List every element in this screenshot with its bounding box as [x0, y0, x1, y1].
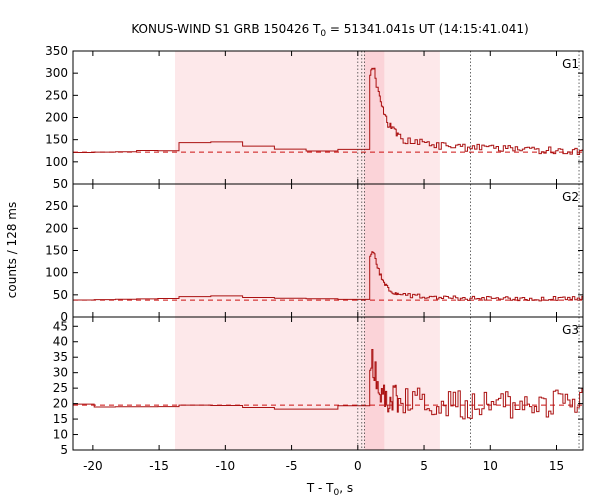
y-tick-label-G3: 5 [60, 443, 68, 457]
y-tick-label-G3: 30 [53, 366, 68, 380]
x-tick-label: -5 [286, 459, 298, 473]
y-tick-label-G2: 200 [45, 221, 68, 235]
x-tick-label: -10 [216, 459, 236, 473]
panel-label-G3: G3 [562, 323, 579, 337]
y-tick-label-G1: 300 [45, 66, 68, 80]
y-tick-label-G3: 35 [53, 350, 68, 364]
y-tick-label-G2: 250 [45, 199, 68, 213]
y-tick-label-G2: 100 [45, 266, 68, 280]
light-curve-G1 [73, 67, 583, 155]
chart-title-prefix: KONUS-WIND S1 GRB 150426 T [131, 22, 321, 36]
y-tick-label-G3: 20 [53, 397, 68, 411]
shaded-interval-1-2 [364, 51, 385, 184]
shaded-interval-3-2 [364, 317, 385, 450]
y-tick-label-G2: 50 [53, 288, 68, 302]
y-axis-label: counts / 128 ms [5, 202, 19, 298]
y-tick-label-G2: 0 [60, 310, 68, 324]
x-axis-label-suffix: , s [339, 481, 353, 495]
x-axis-label-prefix: T - T [306, 481, 334, 495]
shaded-interval-3-1 [175, 317, 440, 450]
y-tick-label-G3: 25 [53, 381, 68, 395]
y-tick-label-G3: 40 [53, 335, 68, 349]
x-tick-label: 10 [483, 459, 498, 473]
plot-area: 50100150200250300350G1050100150200250G25… [45, 44, 584, 473]
light-curve-G3 [73, 349, 583, 420]
chart-title: KONUS-WIND S1 GRB 150426 T0 = 51341.041s… [131, 22, 528, 39]
chart-title-sub: 0 [320, 29, 326, 39]
x-tick-label: -20 [83, 459, 103, 473]
y-tick-label-G1: 350 [45, 44, 68, 58]
light-curve-G2 [73, 251, 583, 302]
y-tick-label-G3: 15 [53, 412, 68, 426]
y-tick-label-G2: 150 [45, 244, 68, 258]
y-tick-label-G3: 10 [53, 428, 68, 442]
x-tick-label: 0 [354, 459, 362, 473]
panel-label-G2: G2 [562, 190, 579, 204]
y-tick-label-G1: 200 [45, 111, 68, 125]
x-tick-label: 5 [420, 459, 428, 473]
shaded-interval-1-1 [175, 51, 440, 184]
x-tick-label: 15 [549, 459, 564, 473]
y-tick-label-G1: 250 [45, 88, 68, 102]
y-tick-label-G1: 50 [53, 177, 68, 191]
panel-frame-G3 [72, 316, 584, 451]
x-axis-label: T - T0, s [306, 481, 353, 498]
y-tick-label-G1: 100 [45, 155, 68, 169]
shaded-interval-2-1 [175, 184, 440, 317]
shaded-interval-2-2 [364, 184, 385, 317]
y-tick-label-G1: 150 [45, 133, 68, 147]
x-tick-label: -15 [149, 459, 169, 473]
chart-title-suffix: = 51341.041s UT (14:15:41.041) [326, 22, 529, 36]
y-tick-label-G3: 45 [53, 319, 68, 333]
x-axis-label-sub: 0 [334, 488, 340, 498]
panel-label-G1: G1 [562, 57, 579, 71]
